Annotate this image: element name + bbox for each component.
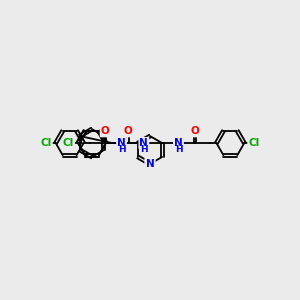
Text: N: N	[174, 138, 183, 148]
Text: N: N	[140, 138, 148, 148]
Text: Cl: Cl	[40, 138, 52, 148]
Text: H: H	[140, 146, 148, 154]
Text: Cl: Cl	[63, 138, 74, 148]
Text: O: O	[101, 126, 110, 136]
Text: N: N	[146, 159, 154, 169]
Text: H: H	[175, 146, 182, 154]
Text: N: N	[117, 138, 126, 148]
Text: O: O	[123, 126, 132, 136]
Text: H: H	[118, 146, 125, 154]
Text: O: O	[190, 126, 199, 136]
Text: N: N	[146, 159, 154, 169]
Text: Cl: Cl	[248, 138, 260, 148]
